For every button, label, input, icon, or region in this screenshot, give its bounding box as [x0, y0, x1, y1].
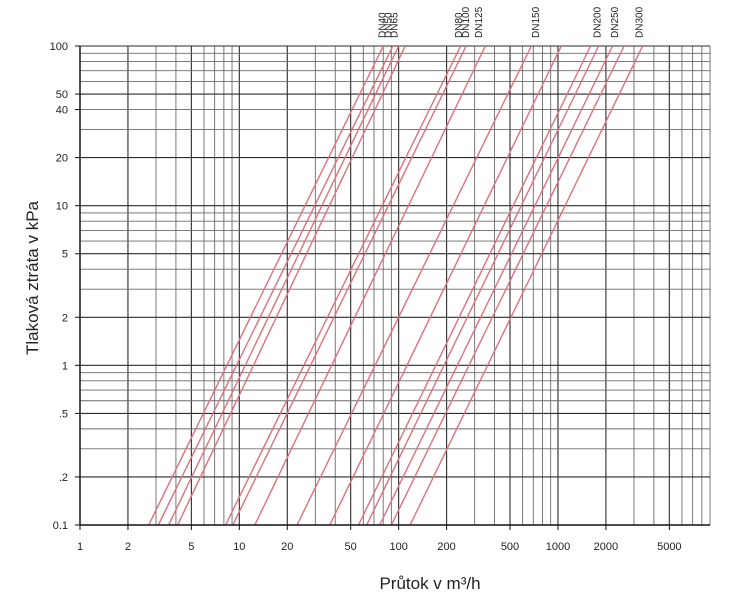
series-line-dn40 [148, 45, 384, 526]
series-line-dn40 [157, 45, 394, 526]
x-tick-label: 500 [501, 541, 519, 553]
x-tick-label: 5000 [657, 541, 681, 553]
x-tick-label: 1000 [546, 541, 570, 553]
x-tick-label: 100 [389, 541, 407, 553]
dn-label-dn250: DN250 [610, 6, 621, 38]
x-tick-label: 10 [233, 541, 245, 553]
series-line-dn125 [329, 45, 562, 526]
x-tick-label: 5 [188, 541, 194, 553]
dn-label-dn300: DN300 [634, 6, 645, 38]
grid [79, 45, 711, 526]
x-tick-label: 1 [77, 541, 83, 553]
y-tick-label: 100 [50, 41, 68, 53]
dn-label-dn40: DN40 [378, 12, 389, 38]
y-tick-label: 1 [62, 360, 68, 372]
x-tick-label: 50 [345, 541, 357, 553]
x-tick-label: 2000 [594, 541, 618, 553]
axes [75, 45, 710, 530]
series-line-dn100 [296, 45, 532, 526]
series-line-dn200 [379, 45, 614, 526]
y-tick-label: 50 [56, 89, 68, 101]
y-axis-title: Tlaková ztráta v kPa [23, 200, 42, 355]
y-tick-label: .2 [59, 472, 68, 484]
x-tick-labels: 1 2 5 10 20 50 100 200 500 1000 2000 5000 [77, 541, 682, 553]
x-tick-label: 20 [281, 541, 293, 553]
x-tick-label: 200 [437, 541, 455, 553]
dn-label-dn100: DN100 [461, 6, 472, 38]
x-axis-title: Průtok v m³/h [379, 574, 480, 593]
y-tick-label: 40 [56, 105, 68, 117]
series-lines [148, 45, 644, 526]
dn-label-dn200: DN200 [593, 6, 604, 38]
y-tick-label: 10 [56, 201, 68, 213]
y-tick-label: 5 [62, 249, 68, 261]
x-tick-label: 2 [125, 541, 131, 553]
y-tick-label: 2 [62, 312, 68, 324]
series-line-dn150 [366, 45, 600, 526]
series-line-dn65 [224, 45, 462, 526]
series-line-dn50 [167, 45, 400, 526]
series-line-dn80 [254, 45, 486, 526]
series-line-dn65 [232, 45, 467, 526]
dn-label-dn65: DN65 [390, 12, 401, 38]
y-tick-label: .5 [59, 408, 68, 420]
y-tick-labels: 0.1 .2 .5 1 2 5 10 20 40 50 100 [50, 41, 68, 532]
y-tick-label: 0.1 [53, 520, 68, 532]
series-line-dn150 [357, 45, 592, 526]
y-tick-label: 20 [56, 153, 68, 165]
series-line-dn300 [409, 45, 644, 526]
series-line-dn50 [176, 45, 406, 526]
dn-label-dn125: DN125 [474, 6, 485, 38]
dn-label-dn50: DN50 [383, 12, 394, 38]
series-line-dn250 [390, 45, 625, 526]
dn-label-dn150: DN150 [531, 6, 542, 38]
dn-label-dn80: DN80 [454, 12, 465, 38]
